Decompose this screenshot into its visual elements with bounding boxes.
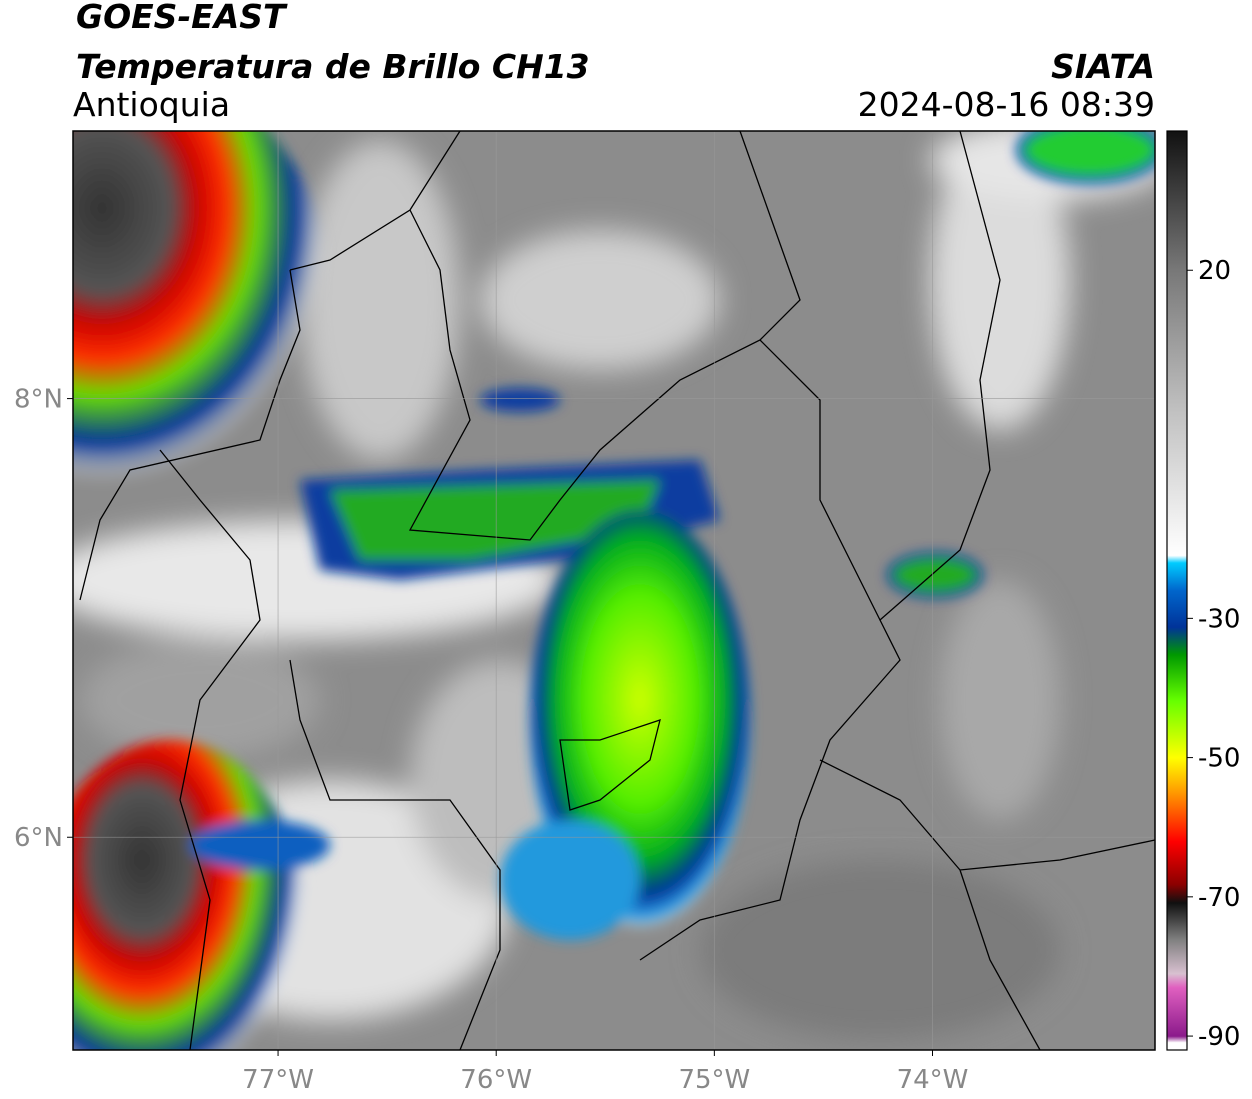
title: GOES-EAST	[76, 0, 288, 36]
y-tick-label: 8°N	[14, 385, 63, 415]
x-tick-label: 74°W	[897, 1065, 969, 1095]
y-tick-label: 6°N	[14, 823, 63, 853]
x-tick-label: 77°W	[242, 1065, 314, 1095]
colorbar-label: -30	[1198, 604, 1240, 634]
x-tick-label: 75°W	[678, 1065, 750, 1095]
x-tick-label: 76°W	[460, 1065, 532, 1095]
colorbar-label: -50	[1198, 744, 1240, 774]
colorbar-label: -90	[1198, 1022, 1240, 1052]
colorbar	[1166, 130, 1188, 1051]
source: SIATA	[1051, 47, 1155, 86]
colorbar-label: 20	[1198, 256, 1231, 286]
subtitle: Temperatura de Brillo CH13	[76, 47, 590, 86]
datetime: 2024-08-16 08:39	[858, 85, 1155, 124]
map-frame	[72, 130, 1156, 1051]
colorbar-label: -70	[1198, 883, 1240, 913]
region: Antioquia	[73, 85, 230, 124]
satellite-image	[73, 131, 1155, 1050]
